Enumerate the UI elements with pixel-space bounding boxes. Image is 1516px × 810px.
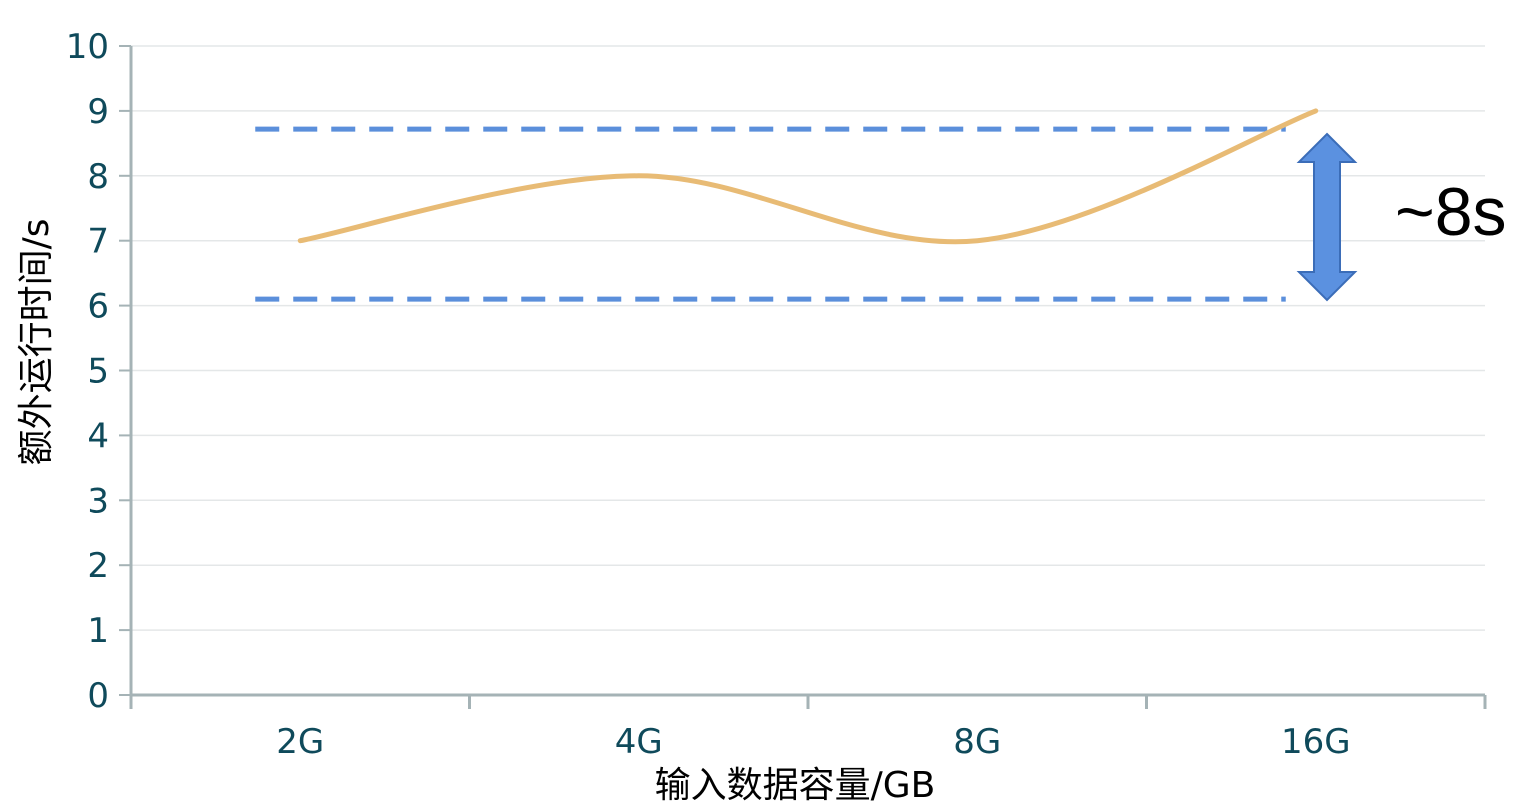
y-tick-label: 9 — [87, 92, 109, 132]
series — [297, 108, 1319, 245]
y-tick-label: 8 — [87, 157, 109, 197]
x-tick-label: 16G — [1281, 722, 1351, 762]
double-arrow-icon — [1296, 132, 1358, 302]
y-tick-label: 2 — [87, 546, 109, 586]
x-tick-label: 4G — [615, 722, 663, 762]
y-tick-label: 10 — [66, 27, 109, 67]
series-line — [297, 108, 1319, 245]
y-tick-label: 7 — [87, 222, 109, 262]
y-tick-label: 6 — [87, 287, 109, 327]
axes — [119, 45, 1487, 709]
annotation-label: ~8s — [1395, 174, 1507, 250]
x-tick-label: 2G — [276, 722, 324, 762]
y-tick-label: 0 — [87, 676, 109, 716]
y-tick-label: 4 — [87, 416, 109, 456]
x-tick-label: 8G — [953, 722, 1001, 762]
gridlines — [131, 45, 1485, 631]
x-tick-labels: 2G 4G 8G 16G — [276, 722, 1350, 762]
annotation: ~8s — [1296, 132, 1507, 302]
y-tick-label: 1 — [87, 611, 109, 651]
y-tick-label: 3 — [87, 481, 109, 521]
x-axis-title: 输入数据容量/GB — [655, 765, 936, 806]
y-tick-labels: 0 1 2 3 4 5 6 7 8 9 10 — [66, 27, 109, 716]
y-tick-label: 5 — [87, 352, 109, 392]
y-axis-title: 额外运行时间/s — [16, 219, 57, 466]
reference-lines — [255, 126, 1286, 302]
